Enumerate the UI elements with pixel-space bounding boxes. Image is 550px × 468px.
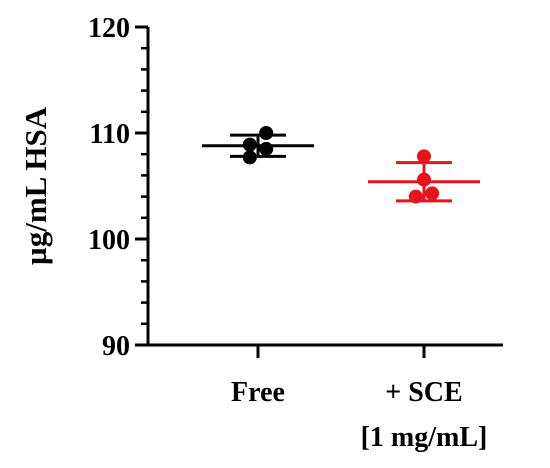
data-point [425, 186, 440, 201]
y-tick-label: 100 [88, 225, 130, 256]
axis-labels: µg/mL HSA 90 100 110 120 Free + SCE [1 mg/mL] [18, 13, 487, 453]
x-tick-label: + SCE [385, 377, 462, 408]
data-point [417, 149, 431, 164]
data-point [417, 172, 431, 187]
data-point [259, 141, 274, 156]
y-tick-label: 120 [88, 13, 130, 44]
data-points [242, 126, 440, 204]
data-point [242, 137, 257, 152]
x-tick-label: Free [231, 377, 285, 408]
data-point [408, 189, 423, 204]
y-axis-label: µg/mL HSA [18, 106, 53, 265]
y-tick-label: 110 [90, 119, 130, 150]
y-tick-label: 90 [102, 331, 130, 362]
x-tick-label: [1 mg/mL] [361, 422, 488, 453]
axes [135, 25, 503, 358]
data-point [242, 150, 257, 165]
data-point [259, 126, 274, 140]
